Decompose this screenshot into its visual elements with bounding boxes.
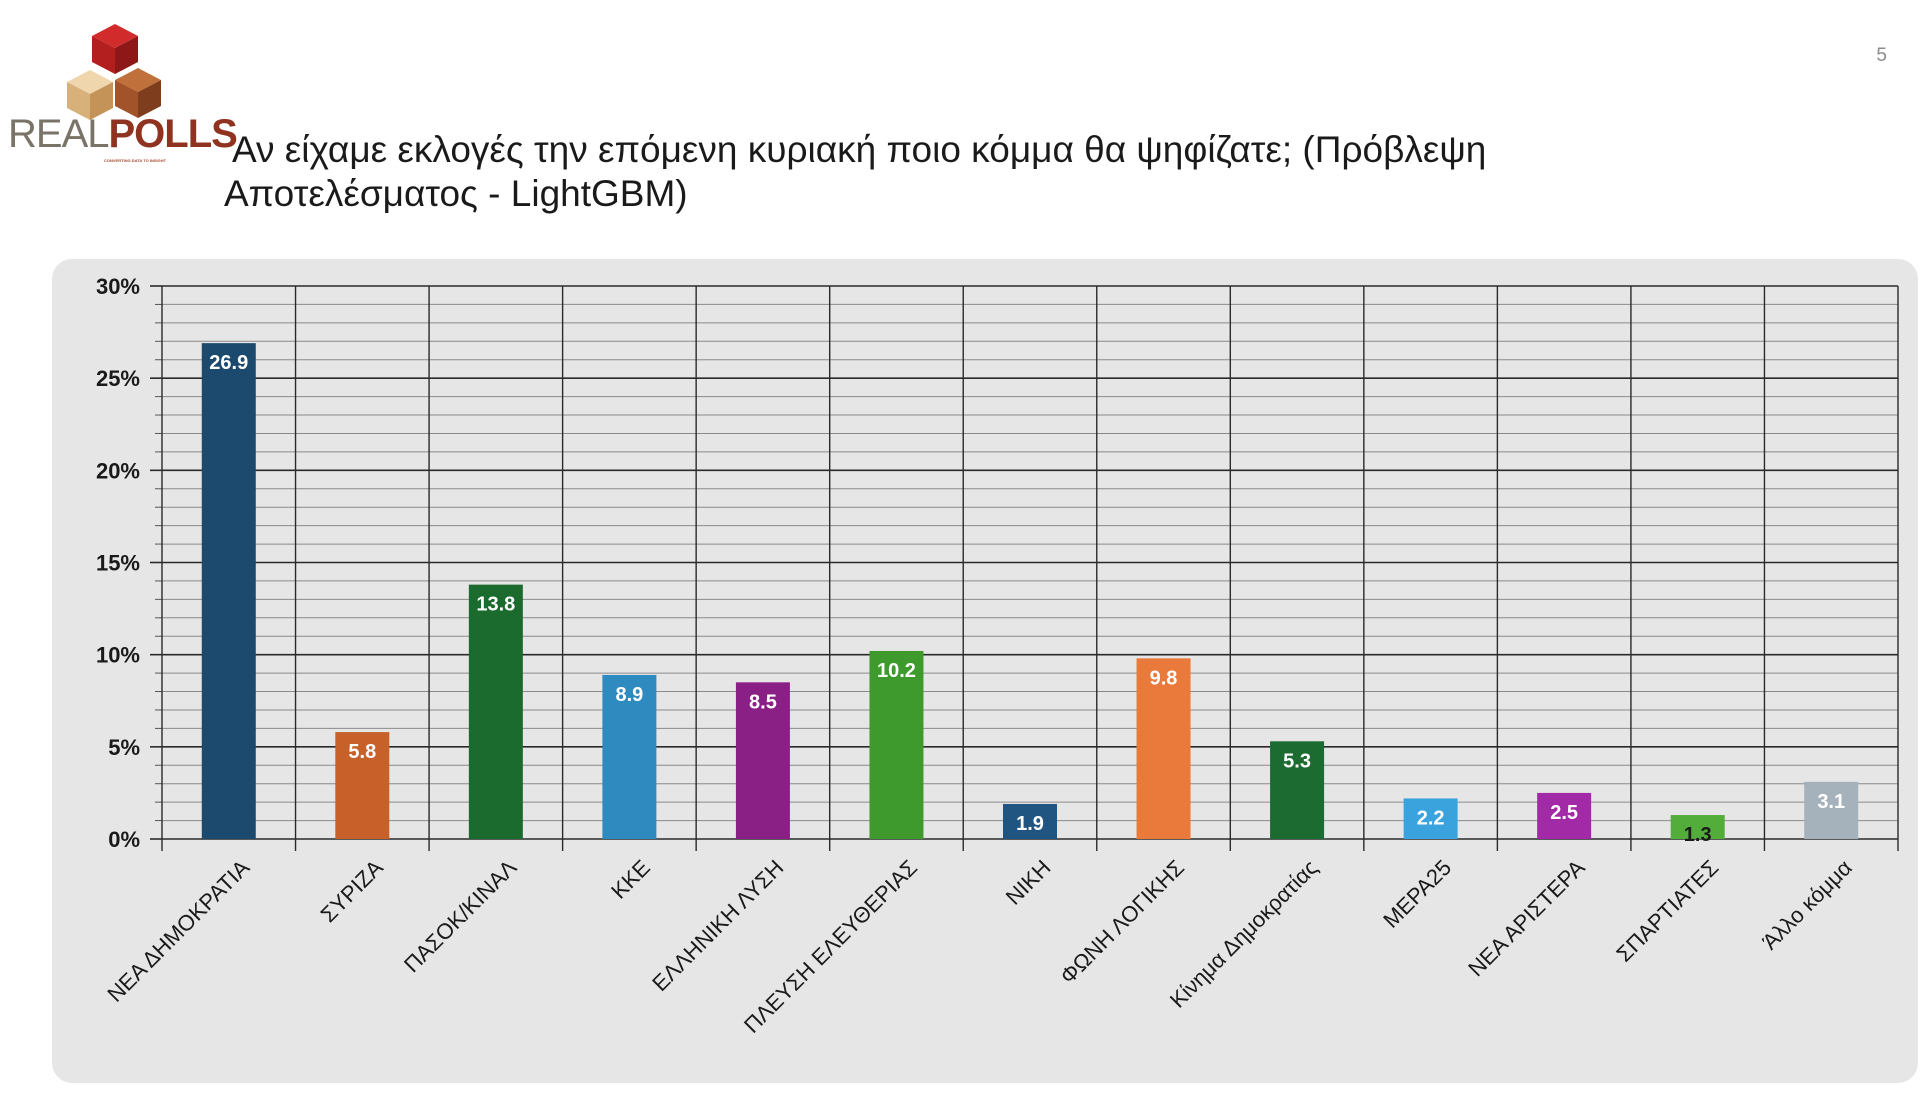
bar — [468, 584, 523, 839]
bar-value-label: 5.8 — [348, 741, 376, 763]
logo-cubes-icon — [67, 24, 161, 120]
bar-value-label: 1.9 — [1016, 813, 1044, 835]
x-category-label: ΝΕΑ ΑΡΙΣΤΕΡΑ — [1463, 855, 1590, 982]
y-tick-label: 5% — [108, 735, 140, 760]
bar-value-label: 1.3 — [1684, 824, 1712, 846]
logo-wordmark: REALPOLLS — [8, 112, 238, 156]
y-tick-label: 20% — [96, 458, 140, 483]
y-tick-label: 30% — [96, 274, 140, 299]
chart-title-line-1: Αν είχαμε εκλογές την επόμενη κυριακή πο… — [232, 129, 1487, 170]
chart-title-line-2: Αποτελέσματος - LightGBM) — [224, 173, 688, 214]
bar — [1270, 741, 1325, 839]
x-category-label: Άλλο κόμμα — [1757, 855, 1857, 955]
y-tick-label: 0% — [108, 827, 140, 852]
bar — [1804, 781, 1859, 839]
bar — [1403, 798, 1458, 839]
bar-value-label: 26.9 — [209, 352, 248, 374]
bar — [602, 674, 657, 839]
bar — [1670, 815, 1725, 839]
y-tick-label: 25% — [96, 366, 140, 391]
bar-value-label: 10.2 — [877, 660, 916, 682]
x-category-label: ΝΕΑ ΔΗΜΟΚΡΑΤΙΑ — [102, 855, 254, 1007]
realpolls-logo: REALPOLLS CONVERTING DATA TO INSIGHT — [8, 22, 238, 172]
bar-chart: 0% 5% 10% 15% 20% 25% 30% 26.9 ΝΕΑ ΔΗΜΟΚΡΑΤΙΑ 5.8… — [96, 274, 1899, 1038]
logo-word-light: REAL — [8, 112, 109, 156]
y-tick-label: 15% — [96, 551, 140, 576]
bar-value-label: 9.8 — [1150, 667, 1178, 689]
x-category-label: ΜΕΡΑ25 — [1378, 855, 1456, 933]
y-tick-label: 10% — [96, 643, 140, 668]
x-category-label: ΕΛΛΗΝΙΚΗ ΛΥΣΗ — [647, 855, 788, 996]
x-category-label: ΠΑΣΟΚ/ΚΙΝΑΛ — [399, 855, 522, 978]
chart-panel: 0% 5% 10% 15% 20% 25% 30% 26.9 ΝΕΑ ΔΗΜΟΚΡΑΤΙΑ 5.8… — [52, 259, 1918, 1083]
logo-tagline: CONVERTING DATA TO INSIGHT — [104, 158, 167, 163]
bar-value-label: 8.9 — [615, 684, 643, 706]
x-category-label: Κίνημα Δημοκρατίας — [1165, 855, 1323, 1013]
bar — [735, 682, 790, 839]
bar-value-label: 3.1 — [1817, 791, 1845, 813]
bar-value-label: 5.3 — [1283, 750, 1311, 772]
bar — [869, 650, 924, 839]
x-category-label: ΝΙΚΗ — [1001, 855, 1056, 910]
chart-title: Αν είχαμε εκλογές την επόμενη κυριακή πο… — [224, 128, 1632, 216]
x-category-label: ΚΚΕ — [606, 855, 655, 904]
bar-value-label: 8.5 — [749, 691, 777, 713]
x-category-label: ΣΥΡΙΖΑ — [316, 855, 388, 927]
bar — [1003, 803, 1057, 839]
bar — [201, 343, 256, 839]
bar-value-label: 13.8 — [476, 594, 515, 616]
bar-value-label: 2.5 — [1550, 802, 1578, 824]
logo-word-bold: POLLS — [108, 112, 238, 156]
page-number: 5 — [1876, 45, 1887, 66]
bar — [1136, 658, 1191, 839]
bar-value-label: 2.2 — [1417, 807, 1445, 829]
bar — [335, 732, 390, 839]
x-category-label: ΣΠΑΡΤΙΑΤΕΣ — [1611, 855, 1723, 967]
x-category-label: ΦΩΝΗ ΛΟΓΙΚΗΣ — [1055, 855, 1189, 989]
bar — [1537, 792, 1592, 839]
